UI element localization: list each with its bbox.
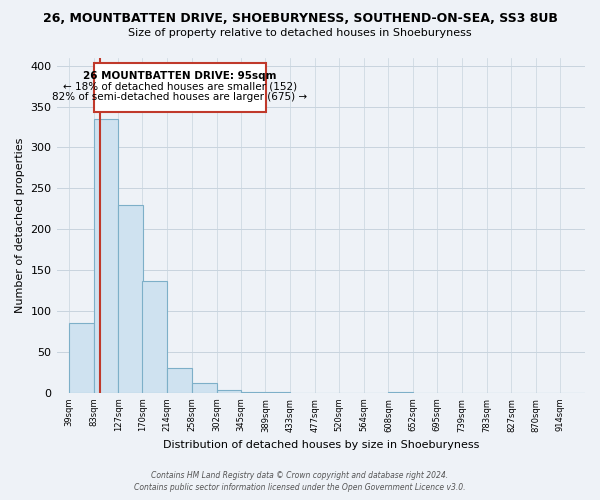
Text: 26, MOUNTBATTEN DRIVE, SHOEBURYNESS, SOUTHEND-ON-SEA, SS3 8UB: 26, MOUNTBATTEN DRIVE, SHOEBURYNESS, SOU… (43, 12, 557, 26)
Text: 26 MOUNTBATTEN DRIVE: 95sqm: 26 MOUNTBATTEN DRIVE: 95sqm (83, 70, 277, 81)
Bar (167, 368, 192, 393)
Bar (192, 383, 217, 393)
Text: ← 18% of detached houses are smaller (152): ← 18% of detached houses are smaller (15… (63, 81, 297, 91)
Text: 82% of semi-detached houses are larger (675) →: 82% of semi-detached houses are larger (… (52, 92, 307, 102)
Bar (69, 324, 94, 393)
Bar (142, 281, 167, 393)
Bar (265, 392, 290, 393)
Bar (217, 390, 241, 393)
X-axis label: Distribution of detached houses by size in Shoeburyness: Distribution of detached houses by size … (163, 440, 479, 450)
FancyBboxPatch shape (94, 63, 266, 112)
Bar (94, 119, 118, 393)
Bar (388, 392, 413, 393)
Text: Size of property relative to detached houses in Shoeburyness: Size of property relative to detached ho… (128, 28, 472, 38)
Text: Contains HM Land Registry data © Crown copyright and database right 2024.
Contai: Contains HM Land Registry data © Crown c… (134, 471, 466, 492)
Bar (118, 204, 143, 393)
Bar (241, 392, 265, 393)
Y-axis label: Number of detached properties: Number of detached properties (15, 138, 25, 313)
